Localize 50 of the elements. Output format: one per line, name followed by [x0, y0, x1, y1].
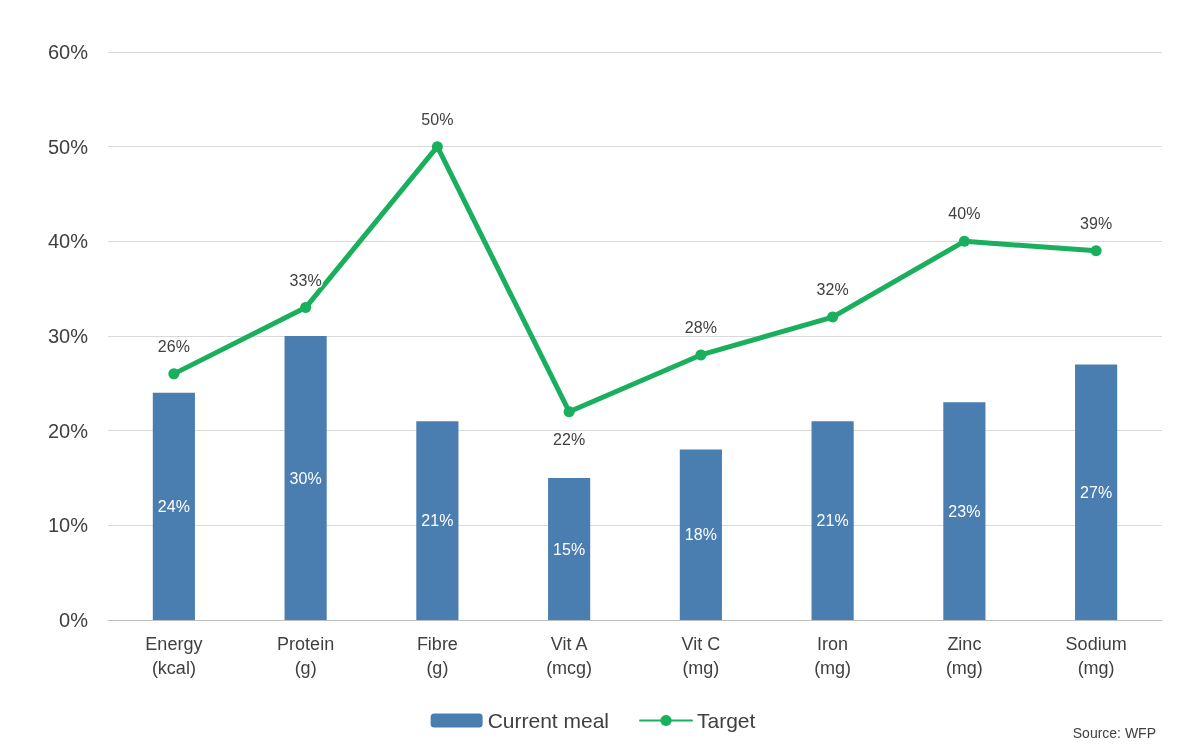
legend-label: Current meal	[487, 709, 610, 732]
data-label: 39%	[1080, 214, 1113, 232]
y-tick-label: 10%	[47, 514, 89, 537]
data-label: 15%	[553, 540, 586, 558]
data-label: 21%	[421, 512, 454, 530]
point	[431, 141, 443, 153]
x-tick-label: Vit A (mcg)	[546, 634, 593, 678]
y-tick-label: 30%	[47, 325, 89, 347]
x-tick-label: Energy (kcal)	[145, 634, 203, 678]
x-tick-label: Vit C (mg)	[681, 634, 721, 678]
data-label: 27%	[1080, 483, 1113, 501]
y-tick-label: 0%	[59, 609, 89, 631]
point	[958, 235, 970, 247]
x-tick-label: Protein (g)	[277, 634, 335, 678]
bar	[416, 421, 459, 620]
data-label: 40%	[948, 205, 981, 223]
data-label: 22%	[553, 430, 586, 448]
x-tick-label: Zinc (mg)	[945, 634, 983, 678]
data-label: 24%	[157, 497, 190, 515]
point	[1090, 245, 1102, 257]
point	[300, 302, 312, 314]
data-label: 50%	[421, 110, 454, 128]
data-label: 28%	[684, 318, 717, 336]
x-tick-label: Fibre (g)	[416, 634, 458, 678]
y-tick-label: 60%	[47, 41, 89, 63]
point	[563, 406, 575, 418]
data-label: 26%	[157, 337, 190, 355]
bar	[284, 336, 327, 620]
data-label: 30%	[289, 469, 322, 487]
x-tick-label: Sodium (mg)	[1065, 634, 1127, 678]
bar	[811, 421, 854, 620]
data-label: 18%	[684, 526, 717, 544]
bar	[152, 392, 195, 620]
bar	[1075, 364, 1118, 620]
x-tick-label: Iron (mg)	[814, 634, 852, 678]
y-tick-label: 40%	[47, 230, 89, 253]
data-label: 21%	[816, 512, 849, 530]
point	[827, 311, 839, 323]
source-note: Source: WFP	[1072, 725, 1157, 741]
y-tick-label: 20%	[47, 419, 89, 442]
data-label: 32%	[816, 281, 849, 299]
bar	[548, 478, 591, 620]
point	[695, 349, 707, 361]
y-tick-label: 50%	[47, 135, 89, 158]
bar	[943, 402, 986, 620]
data-label: 23%	[948, 502, 981, 520]
legend-label: Target	[697, 709, 756, 732]
data-label: 33%	[289, 271, 322, 289]
point	[168, 368, 180, 380]
bar	[679, 449, 722, 620]
